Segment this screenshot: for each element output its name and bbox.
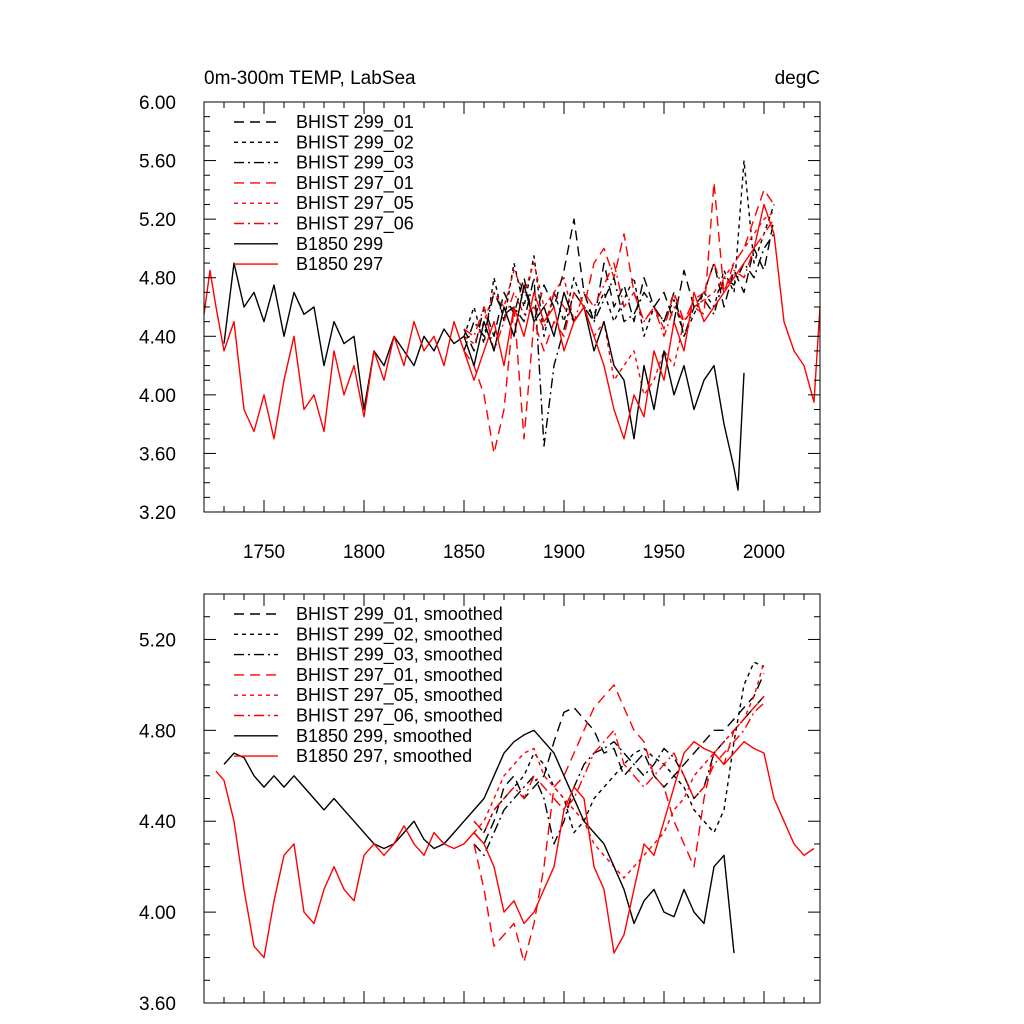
y-tick-label-1: 5.20 <box>139 630 176 651</box>
x-tick-label-0: 1750 <box>243 542 285 563</box>
legend-label: B1850 297 <box>296 254 383 274</box>
series-line-1-5 <box>473 702 765 834</box>
series-line-1-6 <box>223 729 735 954</box>
y-tick-label-0: 4.80 <box>139 269 176 290</box>
series-line-1-7 <box>215 741 815 959</box>
legend-label: B1850 297, smoothed <box>296 746 472 766</box>
legend-label: B1850 299, smoothed <box>296 726 472 746</box>
y-tick-label-0: 6.00 <box>139 93 176 114</box>
series-line-1-0 <box>473 673 765 845</box>
x-tick-label-0: 1850 <box>443 542 485 563</box>
top-panel: 3.20 3.60 4.00 4.40 4.80 5.20 5.60 6.00 1750 1800… <box>139 68 821 563</box>
legend-label: BHIST 299_03, smoothed <box>296 645 503 666</box>
series-line-0-2 <box>463 233 775 447</box>
y-tick-label-1: 4.40 <box>139 812 176 833</box>
y-tick-label-1: 4.80 <box>139 721 176 742</box>
x-tick-label-0: 1800 <box>343 542 385 563</box>
y-tick-label-0: 5.60 <box>139 152 176 173</box>
y-tick-label-0: 4.40 <box>139 327 176 348</box>
legend-label: BHIST 297_06 <box>296 214 414 235</box>
legend-label: BHIST 299_02, smoothed <box>296 624 503 645</box>
bottom-panel: 3.60 4.00 4.40 4.80 5.20 BHIST 299_01, smooth… <box>139 593 821 1015</box>
chart-title: 0m-300m TEMP, LabSea <box>204 68 416 89</box>
legend-label: BHIST 299_03 <box>296 153 414 174</box>
legend-label: B1850 299 <box>296 234 383 254</box>
series-line-0-7 <box>203 203 821 440</box>
legend-label: BHIST 297_06, smoothed <box>296 706 503 727</box>
legend-label: BHIST 297_01, smoothed <box>296 665 503 686</box>
y-tick-label-1: 3.60 <box>139 994 176 1015</box>
y-tick-label-0: 3.60 <box>139 444 176 465</box>
x-tick-label-0: 2000 <box>743 542 785 563</box>
series-line-0-5 <box>463 218 775 352</box>
y-tick-label-0: 4.00 <box>139 386 176 407</box>
x-tick-label-0: 1900 <box>543 542 585 563</box>
legend-label: BHIST 297_05, smoothed <box>296 685 503 706</box>
y-tick-label-0: 5.20 <box>139 210 176 231</box>
series-line-1-4 <box>473 662 765 879</box>
legend-label: BHIST 299_02 <box>296 132 414 153</box>
series-line-1-1 <box>473 661 765 834</box>
legend-label: BHIST 297_01 <box>296 173 414 194</box>
series-line-0-3 <box>463 181 775 455</box>
series-line-1-2 <box>473 695 765 856</box>
y-tick-label-0: 3.20 <box>139 503 176 524</box>
series-line-0-0 <box>463 218 775 352</box>
legend-label: BHIST 297_05 <box>296 193 414 214</box>
units-label: degC <box>775 68 820 89</box>
legend-label: BHIST 299_01 <box>296 112 414 133</box>
series-line-1-3 <box>473 684 765 963</box>
x-tick-label-0: 1950 <box>643 542 685 563</box>
series-line-0-1 <box>463 159 775 345</box>
legend-label: BHIST 299_01, smoothed <box>296 604 503 625</box>
series-line-0-4 <box>463 211 775 396</box>
y-tick-label-1: 4.00 <box>139 903 176 924</box>
